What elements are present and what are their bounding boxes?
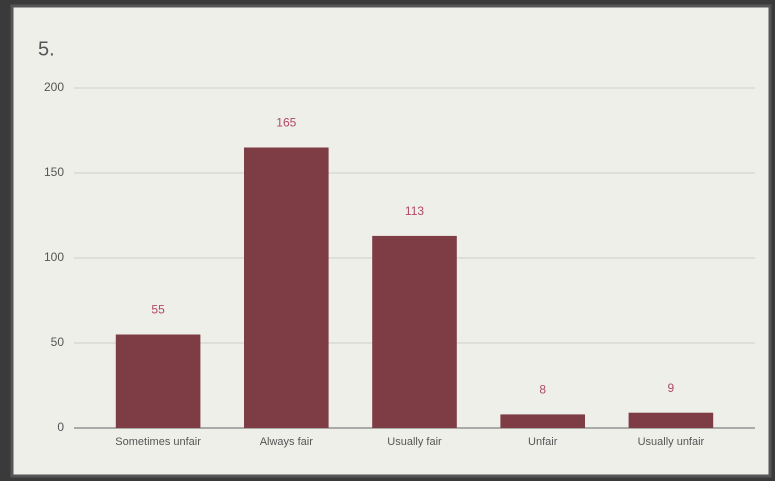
bar (628, 412, 714, 428)
data-label: 165 (276, 116, 296, 130)
y-tick-label: 150 (44, 165, 64, 179)
x-tick-label: Always fair (260, 436, 314, 448)
x-tick-label: Unfair (528, 436, 558, 448)
x-tick-label: Usually fair (387, 436, 442, 448)
bar (500, 414, 586, 428)
y-tick-label: 100 (44, 250, 64, 264)
data-label: 8 (539, 383, 546, 397)
chart-title: 5. (38, 38, 55, 60)
data-label: 9 (668, 381, 675, 395)
data-label: 113 (405, 204, 424, 218)
bar (115, 334, 201, 428)
y-tick-label: 200 (44, 80, 64, 94)
y-tick-label: 0 (57, 420, 64, 434)
x-tick-label: Sometimes unfair (115, 436, 201, 448)
x-tick-label: Usually unfair (638, 436, 705, 448)
y-tick-label: 50 (51, 335, 65, 349)
bar (372, 235, 457, 428)
bar (243, 147, 329, 428)
data-label: 55 (151, 303, 165, 317)
